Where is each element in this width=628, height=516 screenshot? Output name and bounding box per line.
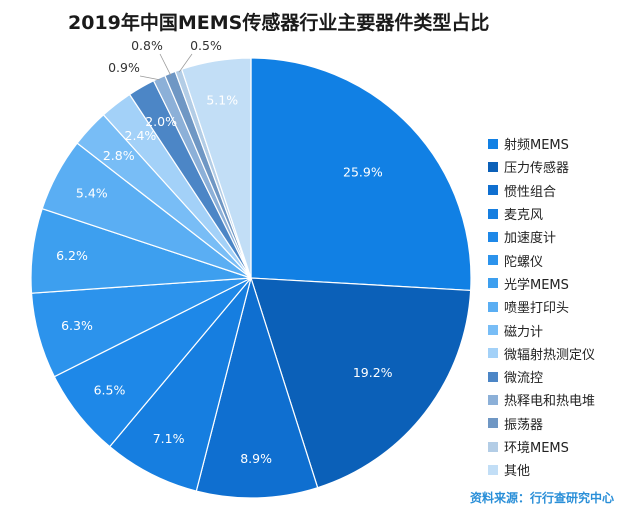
legend-swatch	[488, 208, 498, 219]
legend-label: 其他	[504, 464, 531, 480]
legend-label: 压力传感器	[504, 161, 570, 177]
legend-swatch	[488, 348, 498, 359]
pie-slice	[195, 275, 319, 499]
legend-label: 热释电和热电堆	[504, 394, 596, 410]
legend-item: 微流控	[488, 365, 595, 388]
slice-label: 2.4%	[125, 128, 157, 143]
legend: 射频MEMS 压力传感器惯性组合麦克风加速度计陀螺仪光学MEMS 喷墨打印头磁力计微…	[488, 132, 595, 481]
legend-swatch	[488, 418, 498, 429]
legend-swatch	[488, 394, 498, 405]
slice-label: 19.2%	[353, 365, 393, 380]
leader-line	[178, 53, 193, 73]
legend-label: 麦克风	[504, 208, 544, 224]
slice-label: 2.8%	[103, 148, 135, 163]
slice-label: 0.5%	[190, 38, 222, 53]
slice-label: 5.4%	[76, 186, 108, 201]
legend-swatch	[488, 255, 498, 266]
leader-lines	[139, 53, 193, 81]
legend-swatch	[488, 325, 498, 336]
legend-label: 加速度计	[504, 231, 557, 247]
legend-swatch	[488, 278, 498, 289]
slice-label: 8.9%	[240, 451, 272, 466]
legend-item: 环境MEMS	[488, 435, 595, 458]
leader-line	[139, 75, 161, 81]
legend-item: 射频MEMS	[488, 132, 595, 155]
legend-swatch	[488, 161, 498, 172]
legend-item: 喷墨打印头	[488, 295, 595, 318]
legend-label: 光学MEMS	[504, 277, 569, 293]
legend-label: 振荡器	[504, 417, 544, 433]
legend-item: 陀螺仪	[488, 248, 595, 271]
legend-item: 惯性组合	[488, 179, 595, 202]
legend-label: 环境MEMS	[504, 441, 569, 456]
slice-label: 6.3%	[61, 318, 93, 333]
legend-swatch	[488, 371, 498, 382]
legend-item: 加速度计	[488, 225, 595, 248]
legend-item: 磁力计	[488, 318, 595, 341]
pie-slice	[250, 277, 472, 489]
legend-label: 陀螺仪	[504, 254, 544, 270]
legend-swatch	[488, 138, 498, 149]
slice-label: 6.5%	[94, 382, 126, 397]
slice-label: 25.9%	[343, 165, 383, 180]
legend-swatch	[488, 301, 498, 312]
legend-item: 压力传感器	[488, 155, 595, 178]
legend-label: 喷墨打印头	[504, 301, 570, 317]
pie-slices	[30, 57, 472, 499]
source-note: 资料来源：行行查研究中心	[469, 491, 614, 505]
slice-label: 6.2%	[56, 248, 88, 263]
legend-swatch	[488, 441, 498, 452]
leader-line	[159, 53, 172, 76]
legend-swatch	[488, 185, 498, 196]
legend-item: 其他	[488, 458, 595, 481]
legend-label: 微辐射热测定仪	[504, 347, 596, 363]
slice-labels: 25.9% 19.2% 8.9% 7.1% 6.5% 6.3% 6.2% 5.4% 2.8% 2.…	[56, 38, 393, 466]
legend-label: 微流控	[504, 371, 544, 387]
legend-item: 微辐射热测定仪	[488, 342, 595, 365]
slice-label: 2.0%	[145, 114, 177, 129]
legend-item: 光学MEMS	[488, 272, 595, 295]
slice-label: 0.9%	[108, 60, 140, 75]
legend-label: 磁力计	[504, 324, 544, 340]
chart-title: 2019年中国MEMS传感器行业主要器件类型占比	[68, 12, 490, 34]
slice-label: 5.1%	[206, 92, 238, 107]
legend-label: 惯性组合	[504, 184, 557, 200]
legend-item: 麦克风	[488, 202, 595, 225]
pie-slice	[250, 57, 472, 292]
pie-slice	[180, 57, 252, 279]
legend-item: 热释电和热电堆	[488, 388, 595, 411]
slice-label: 0.8%	[131, 38, 163, 53]
legend-swatch	[488, 464, 498, 475]
legend-label: 射频MEMS	[504, 138, 569, 154]
slice-label: 7.1%	[153, 431, 185, 446]
legend-item: 振荡器	[488, 412, 595, 435]
legend-swatch	[488, 231, 498, 242]
